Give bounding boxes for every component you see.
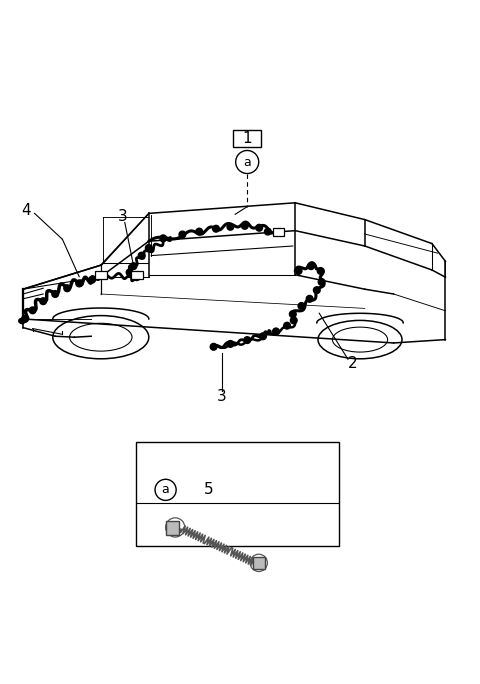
Text: 2: 2 xyxy=(348,356,358,371)
Circle shape xyxy=(76,280,83,287)
Circle shape xyxy=(317,267,324,274)
Circle shape xyxy=(313,287,320,293)
Circle shape xyxy=(196,228,203,235)
Circle shape xyxy=(241,222,248,229)
Text: 3: 3 xyxy=(217,389,227,404)
Circle shape xyxy=(160,235,167,241)
Circle shape xyxy=(264,228,271,235)
Circle shape xyxy=(295,267,302,274)
Text: a: a xyxy=(243,155,251,168)
Circle shape xyxy=(179,231,186,238)
FancyBboxPatch shape xyxy=(95,271,107,279)
Text: 3: 3 xyxy=(118,209,127,224)
Circle shape xyxy=(126,269,133,276)
Circle shape xyxy=(298,302,305,309)
FancyBboxPatch shape xyxy=(136,443,339,547)
Circle shape xyxy=(138,252,145,259)
FancyBboxPatch shape xyxy=(233,130,261,147)
Text: 4: 4 xyxy=(22,203,31,218)
Circle shape xyxy=(227,341,234,347)
Circle shape xyxy=(290,317,297,324)
Circle shape xyxy=(210,343,217,350)
Circle shape xyxy=(145,245,152,251)
Circle shape xyxy=(244,337,251,343)
FancyBboxPatch shape xyxy=(253,557,264,569)
Circle shape xyxy=(308,263,314,269)
Circle shape xyxy=(289,311,296,317)
Circle shape xyxy=(89,276,96,283)
Circle shape xyxy=(64,285,71,291)
FancyBboxPatch shape xyxy=(273,228,284,236)
Circle shape xyxy=(273,328,279,334)
Circle shape xyxy=(22,315,28,322)
Circle shape xyxy=(318,278,325,285)
Circle shape xyxy=(306,295,313,302)
Circle shape xyxy=(52,291,59,298)
Circle shape xyxy=(133,274,140,280)
Text: a: a xyxy=(162,484,169,497)
FancyBboxPatch shape xyxy=(166,521,179,535)
Circle shape xyxy=(29,307,36,314)
Circle shape xyxy=(284,322,290,329)
Circle shape xyxy=(260,333,266,339)
Circle shape xyxy=(40,298,47,304)
Text: 1: 1 xyxy=(242,131,252,146)
Circle shape xyxy=(213,225,219,232)
FancyBboxPatch shape xyxy=(131,271,143,279)
Text: 5: 5 xyxy=(204,482,214,497)
Circle shape xyxy=(130,263,137,269)
Circle shape xyxy=(227,224,234,230)
Circle shape xyxy=(256,224,263,231)
